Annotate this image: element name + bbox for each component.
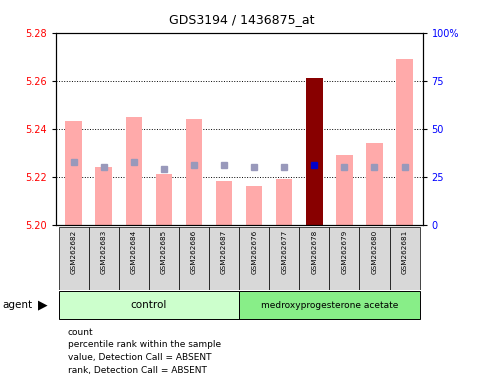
Text: GSM262677: GSM262677 xyxy=(281,230,287,274)
Bar xyxy=(96,167,112,225)
Bar xyxy=(359,227,389,290)
Text: GSM262680: GSM262680 xyxy=(371,230,378,274)
Bar xyxy=(58,227,89,290)
Bar xyxy=(299,227,329,290)
Bar xyxy=(329,227,359,290)
Text: GDS3194 / 1436875_at: GDS3194 / 1436875_at xyxy=(169,13,314,26)
Text: control: control xyxy=(130,300,167,310)
Text: GSM262684: GSM262684 xyxy=(131,230,137,274)
Text: percentile rank within the sample: percentile rank within the sample xyxy=(68,340,221,349)
Bar xyxy=(216,181,232,225)
Bar xyxy=(179,227,209,290)
Text: GSM262685: GSM262685 xyxy=(161,230,167,274)
Bar xyxy=(366,143,383,225)
Text: medroxyprogesterone acetate: medroxyprogesterone acetate xyxy=(261,301,398,310)
Bar xyxy=(149,227,179,290)
Bar xyxy=(239,291,420,319)
Text: value, Detection Call = ABSENT: value, Detection Call = ABSENT xyxy=(68,353,211,362)
Bar xyxy=(246,186,262,225)
Text: rank, Detection Call = ABSENT: rank, Detection Call = ABSENT xyxy=(68,366,207,375)
Bar xyxy=(58,291,239,319)
Text: GSM262682: GSM262682 xyxy=(71,230,77,274)
Bar xyxy=(396,59,413,225)
Text: GSM262676: GSM262676 xyxy=(251,230,257,274)
Bar xyxy=(269,227,299,290)
Bar xyxy=(65,121,82,225)
Text: GSM262681: GSM262681 xyxy=(401,230,408,274)
Bar xyxy=(126,117,142,225)
Bar xyxy=(185,119,202,225)
Text: GSM262678: GSM262678 xyxy=(312,230,317,274)
Bar xyxy=(209,227,239,290)
Bar xyxy=(239,227,269,290)
Text: GSM262687: GSM262687 xyxy=(221,230,227,274)
Bar xyxy=(336,155,353,225)
Bar xyxy=(276,179,293,225)
Bar xyxy=(89,227,119,290)
Text: agent: agent xyxy=(2,300,32,310)
Bar xyxy=(119,227,149,290)
Bar xyxy=(306,78,323,225)
Text: GSM262679: GSM262679 xyxy=(341,230,347,274)
Bar xyxy=(389,227,420,290)
Text: ▶: ▶ xyxy=(38,299,47,312)
Text: count: count xyxy=(68,328,93,337)
Text: GSM262686: GSM262686 xyxy=(191,230,197,274)
Bar xyxy=(156,174,172,225)
Text: GSM262683: GSM262683 xyxy=(100,230,107,274)
